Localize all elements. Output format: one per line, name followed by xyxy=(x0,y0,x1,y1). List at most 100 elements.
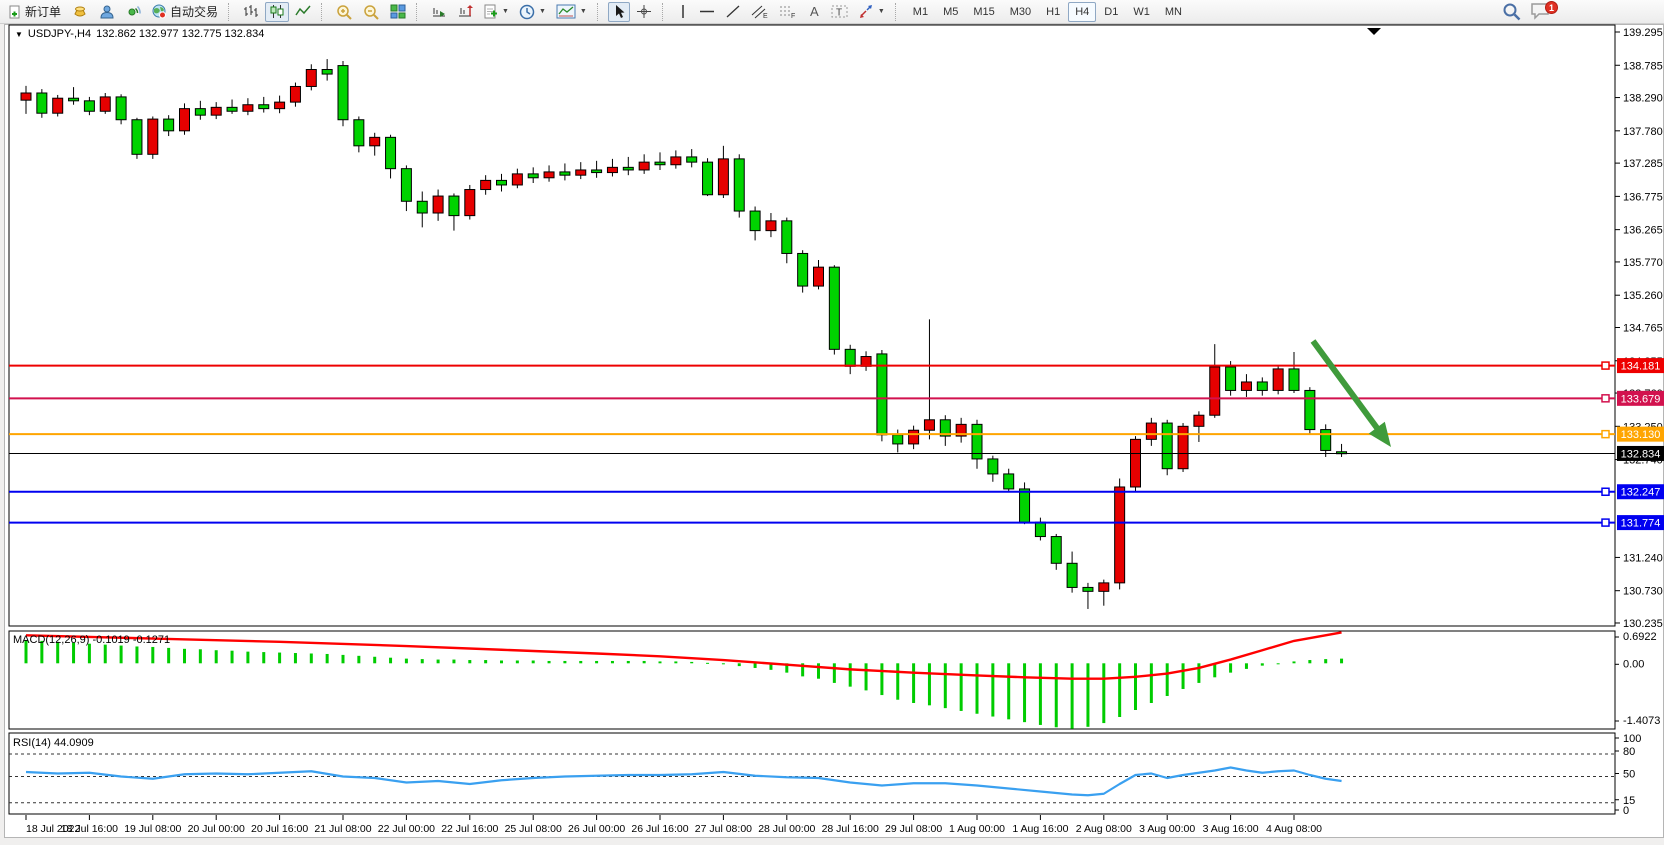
equidistant-channel-tool[interactable]: E xyxy=(747,2,773,22)
main-price-panel[interactable] xyxy=(8,24,1616,627)
accounts-button[interactable] xyxy=(95,2,119,22)
chart-window[interactable]: ▼ USDJPY-,H4 132.862 132.977 132.775 132… xyxy=(4,24,1664,838)
time-tick-label: 20 Jul 16:00 xyxy=(251,823,308,835)
timeframe-m1-button[interactable]: M1 xyxy=(912,5,929,18)
line-handle[interactable] xyxy=(1601,394,1610,403)
line-handle[interactable] xyxy=(1601,361,1610,370)
candle-body xyxy=(1130,438,1141,488)
search-icon[interactable] xyxy=(1502,2,1522,22)
new-order-button[interactable]: 新订单 xyxy=(4,2,65,22)
tile-windows-button[interactable] xyxy=(386,2,410,22)
macd-bar xyxy=(278,652,282,664)
macd-bar xyxy=(56,641,60,664)
time-tick-label: 26 Jul 00:00 xyxy=(568,823,625,835)
candle-body xyxy=(511,173,523,186)
macd-bar xyxy=(1229,663,1233,673)
market-watch-button[interactable] xyxy=(67,2,93,22)
add-indicator-button[interactable]: ▼ xyxy=(479,2,513,22)
candle-body xyxy=(179,108,190,132)
window-menu-icon[interactable]: ▼ xyxy=(15,29,23,39)
timeframe-h1-button[interactable]: H1 xyxy=(1046,5,1061,18)
candle-body xyxy=(670,156,682,166)
toolbar-separator xyxy=(596,2,604,21)
macd-bar xyxy=(40,640,44,664)
zoom-in-button[interactable] xyxy=(332,2,357,22)
auto-scroll-button[interactable] xyxy=(427,2,451,22)
notification-badge: 1 xyxy=(1545,1,1558,14)
macd-bar xyxy=(959,663,963,711)
timeframe-m30-button[interactable]: M30 xyxy=(1009,5,1032,18)
macd-panel[interactable] xyxy=(8,630,1616,730)
macd-bar xyxy=(468,660,472,664)
crosshair-tool-button[interactable] xyxy=(632,2,656,22)
rsi-axis-label: 100 xyxy=(1623,733,1641,745)
macd-bar xyxy=(1038,663,1042,725)
text-tool[interactable]: A xyxy=(803,2,825,22)
arrows-tool[interactable]: ▼ xyxy=(854,2,889,22)
candle-body xyxy=(1145,422,1157,440)
timeframe-h4-button[interactable]: H4 xyxy=(1068,1,1097,22)
chart-shift-button[interactable] xyxy=(453,2,477,22)
toolbar-separator xyxy=(661,2,669,21)
fibonacci-tool[interactable]: F xyxy=(775,2,801,22)
template-button[interactable]: ▼ xyxy=(552,2,591,22)
line-chart-button[interactable] xyxy=(291,2,315,22)
timeframe-mn-button[interactable]: MN xyxy=(1164,5,1182,18)
price-badge-132.834: 132.834 xyxy=(1617,445,1664,461)
signals-button[interactable] xyxy=(121,2,145,22)
zoom-out-button[interactable] xyxy=(359,2,384,22)
candle-body xyxy=(321,69,333,75)
candle-body xyxy=(749,210,761,232)
macd-axis-label: 0.6922 xyxy=(1623,631,1657,643)
timeframe-m5-button[interactable]: M5 xyxy=(943,5,959,18)
text-label-tool[interactable]: T xyxy=(827,2,852,22)
macd-bar xyxy=(72,642,76,664)
trendline-tool[interactable] xyxy=(721,2,745,22)
candle-body xyxy=(955,423,967,437)
vertical-line-icon xyxy=(682,5,684,18)
price-tick-label: 134.765 xyxy=(1623,322,1663,334)
candlestick-chart-button[interactable] xyxy=(265,1,290,22)
line-handle[interactable] xyxy=(1601,429,1610,439)
macd-bar xyxy=(373,656,377,664)
autotrade-button[interactable]: 自动交易 xyxy=(147,2,222,22)
rsi-axis-label: 80 xyxy=(1623,746,1635,758)
macd-bar xyxy=(1118,663,1122,718)
time-tick-label: 3 Aug 16:00 xyxy=(1203,823,1259,835)
bar-chart-button[interactable] xyxy=(239,2,263,22)
macd-bar xyxy=(674,661,678,664)
macd-bar xyxy=(436,659,440,664)
cursor-tool-button[interactable] xyxy=(607,1,630,22)
line-handle[interactable] xyxy=(1601,518,1610,527)
timeframe-m15-button[interactable]: M15 xyxy=(973,5,995,18)
auto-scroll-icon xyxy=(433,8,446,17)
line-handle[interactable] xyxy=(1601,487,1610,496)
timeframe-w1-button[interactable]: W1 xyxy=(1133,5,1150,18)
macd-axis-label: 0.00 xyxy=(1623,658,1644,670)
timeframe-d1-button[interactable]: D1 xyxy=(1104,5,1119,18)
period-button[interactable]: ▼ xyxy=(515,2,550,22)
vertical-line-tool[interactable] xyxy=(673,2,693,22)
macd-bar xyxy=(690,661,694,664)
candle-body xyxy=(591,169,603,174)
candle-body xyxy=(686,156,698,163)
price-tick-label: 138.290 xyxy=(1623,93,1663,105)
notifications-button[interactable]: 1 xyxy=(1530,1,1558,23)
candle-body xyxy=(416,200,428,214)
bar-chart-icon xyxy=(244,5,259,17)
chart-shift-marker[interactable] xyxy=(1367,28,1381,35)
price-axis[interactable]: 139.295 138.785 138.290 137.780 137.285 136.7… xyxy=(1615,27,1663,817)
candle-body xyxy=(68,97,80,102)
horizontal-line-tool[interactable] xyxy=(695,2,719,22)
arrows-icon xyxy=(859,5,872,18)
candle-body xyxy=(1272,368,1284,391)
chart-ohlc-values: 132.862 132.977 132.775 132.834 xyxy=(96,28,265,40)
candle-body xyxy=(797,252,809,287)
svg-text:F: F xyxy=(791,13,795,19)
line-chart-icon xyxy=(295,5,311,16)
price-tick-label: 137.285 xyxy=(1623,158,1663,170)
trend-arrow[interactable] xyxy=(1310,339,1391,447)
macd-axis-label: -1.4073 xyxy=(1623,715,1660,727)
